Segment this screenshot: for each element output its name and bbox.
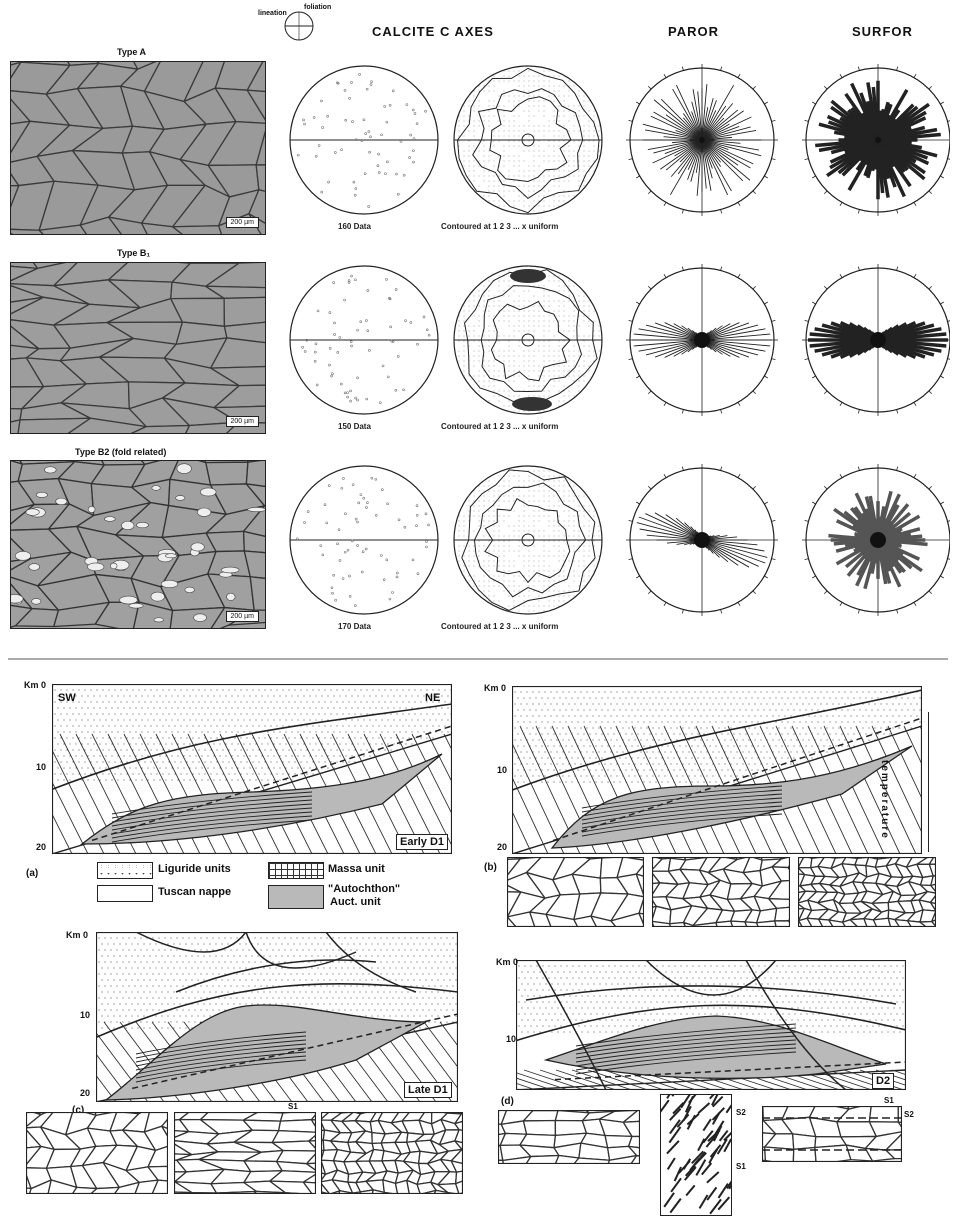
orientation-inset: lineation foliation — [258, 0, 338, 44]
stereonet-rose-grid — [289, 64, 950, 616]
grain-sketch-b3 — [798, 857, 936, 927]
legend-label-tuscan: Tuscan nappe — [158, 886, 232, 898]
grain-sketch-c3 — [321, 1112, 463, 1194]
legend-swatch-tuscan — [97, 885, 153, 902]
grain-sketch-d3 — [762, 1106, 902, 1162]
legend-label-massa: Massa unit — [328, 863, 385, 875]
panel-a-sw: SW — [58, 692, 76, 704]
scale-bar: 200 µm — [225, 611, 259, 622]
panel-a-km20: 20 — [36, 842, 47, 852]
legend-label-autochthon: "Autochthon" — [328, 883, 401, 895]
grain-sketch-d1 — [498, 1110, 640, 1164]
row2-type-label: Type B₁ — [117, 248, 151, 258]
panel-c-stage: Late D1 — [404, 1082, 452, 1098]
grain-sketch-d2 — [660, 1094, 732, 1216]
panel-a-stage: Early D1 — [396, 834, 449, 850]
calcite-header: CALCITE C AXES — [372, 24, 494, 39]
panel-b-km20: 20 — [497, 842, 508, 852]
surfor-header: SURFOR — [852, 24, 913, 39]
row1-data-count: 160 Data — [338, 222, 371, 231]
scale-bar: 200 µm — [225, 416, 259, 427]
micrograph-type-b1: 200 µm — [10, 262, 266, 434]
cross-section-early-d1 — [52, 684, 452, 854]
panel-b-km10: 10 — [497, 765, 508, 775]
cross-section-late-d1 — [96, 932, 458, 1102]
row2-contour-caption: Contoured at 1 2 3 ... x uniform — [441, 422, 559, 431]
panel-a-letter: (a) — [26, 868, 39, 879]
temperature-arrow — [928, 712, 929, 852]
panel-d-stage: D2 — [872, 1073, 895, 1089]
panel-b-letter: (b) — [484, 862, 497, 873]
panel-d-letter: (d) — [501, 1096, 514, 1107]
panel-c-km0: Km 0 — [66, 930, 89, 940]
panel-d-s2: S2 — [736, 1108, 746, 1117]
micrograph-type-a: 200 µm — [10, 61, 266, 235]
temperature-label: temperature — [879, 760, 890, 840]
panel-c-km10: 10 — [80, 1010, 91, 1020]
cross-section-d2 — [516, 960, 906, 1090]
legend-swatch-autochthon — [268, 885, 324, 909]
grain-sketch-c1 — [26, 1112, 168, 1194]
scale-bar: 200 µm — [225, 217, 259, 228]
grain-sketch-b2 — [652, 857, 790, 927]
panel-d-s1: S1 — [736, 1162, 746, 1171]
micrograph-type-b2: 200 µm — [10, 460, 266, 629]
row3-data-count: 170 Data — [338, 622, 371, 631]
row3-contour-caption: Contoured at 1 2 3 ... x uniform — [441, 622, 559, 631]
row3-type-label: Type B2 (fold related) — [75, 447, 167, 457]
panel-c-s1: S1 — [288, 1102, 298, 1111]
row1-type-label: Type A — [117, 47, 147, 57]
panel-d-s1-b: S1 — [884, 1096, 894, 1105]
panel-d-s2-b: S2 — [904, 1110, 914, 1119]
panel-d-km10: 10 — [506, 1034, 517, 1044]
row1-contour-caption: Contoured at 1 2 3 ... x uniform — [441, 222, 559, 231]
inset-lineation-label: lineation — [258, 10, 287, 17]
legend-label-autochthon-2: Auct. unit — [330, 896, 381, 908]
panel-a-ne: NE — [425, 692, 441, 704]
panel-d-km0: Km 0 — [496, 957, 519, 967]
panel-c-letter: (c) — [72, 1105, 85, 1116]
cross-section-temperature — [512, 686, 922, 854]
section-divider — [8, 658, 948, 660]
panel-c-km20: 20 — [80, 1088, 91, 1098]
panel-a-km10: 10 — [36, 762, 47, 772]
legend-swatch-liguride — [97, 862, 153, 879]
legend-swatch-massa — [268, 862, 324, 879]
panel-b-km0: Km 0 — [484, 683, 507, 693]
paror-header: PAROR — [668, 24, 719, 39]
grain-sketch-b1 — [507, 857, 644, 927]
legend-label-liguride: Liguride units — [158, 863, 231, 875]
grain-sketch-c2 — [174, 1112, 316, 1194]
inset-foliation-label: foliation — [304, 4, 332, 11]
panel-a-km0: Km 0 — [24, 680, 47, 690]
row2-data-count: 150 Data — [338, 422, 371, 431]
